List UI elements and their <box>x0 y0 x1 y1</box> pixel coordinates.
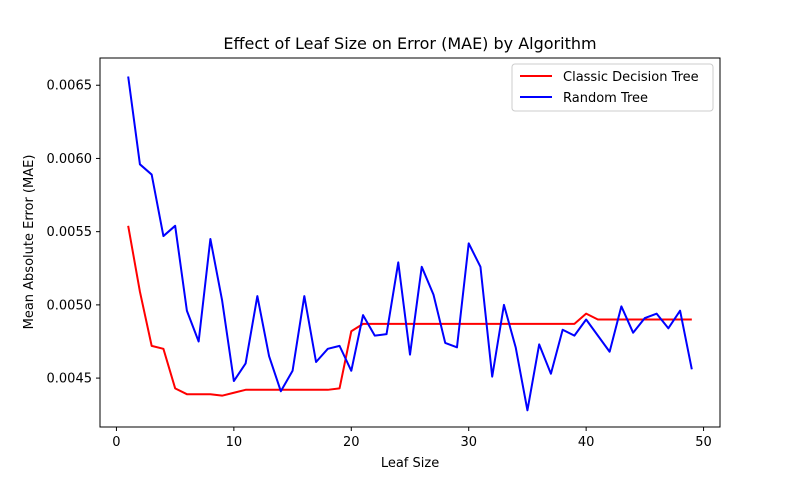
y-tick-label: 0.0050 <box>47 298 93 313</box>
y-axis-title: Mean Absolute Error (MAE) <box>22 155 37 330</box>
x-tick-label: 40 <box>578 435 595 450</box>
legend-box <box>511 63 714 112</box>
x-tick-label: 30 <box>460 435 477 450</box>
x-tick-label: 50 <box>695 435 712 450</box>
series-line-classic-decision-tree <box>127 225 692 397</box>
x-tick-label: 20 <box>343 435 360 450</box>
x-tick-label: 10 <box>226 435 243 450</box>
legend-label-classic-decision-tree: Classic Decision Tree <box>563 70 699 85</box>
x-tick-label: 0 <box>112 435 120 450</box>
plot-frame <box>99 57 721 428</box>
x-axis-title: Leaf Size <box>381 456 439 471</box>
legend: Classic Decision Tree Random Tree <box>511 63 714 112</box>
y-tick-label: 0.0065 <box>47 79 93 94</box>
y-tick-label: 0.0055 <box>47 225 93 240</box>
y-tick-label: 0.0060 <box>47 152 93 167</box>
y-tick-label: 0.0045 <box>47 372 93 387</box>
chart-title: Effect of Leaf Size on Error (MAE) by Al… <box>223 34 596 53</box>
legend-label-random-tree: Random Tree <box>563 91 648 106</box>
series-line-random-tree <box>127 76 693 412</box>
